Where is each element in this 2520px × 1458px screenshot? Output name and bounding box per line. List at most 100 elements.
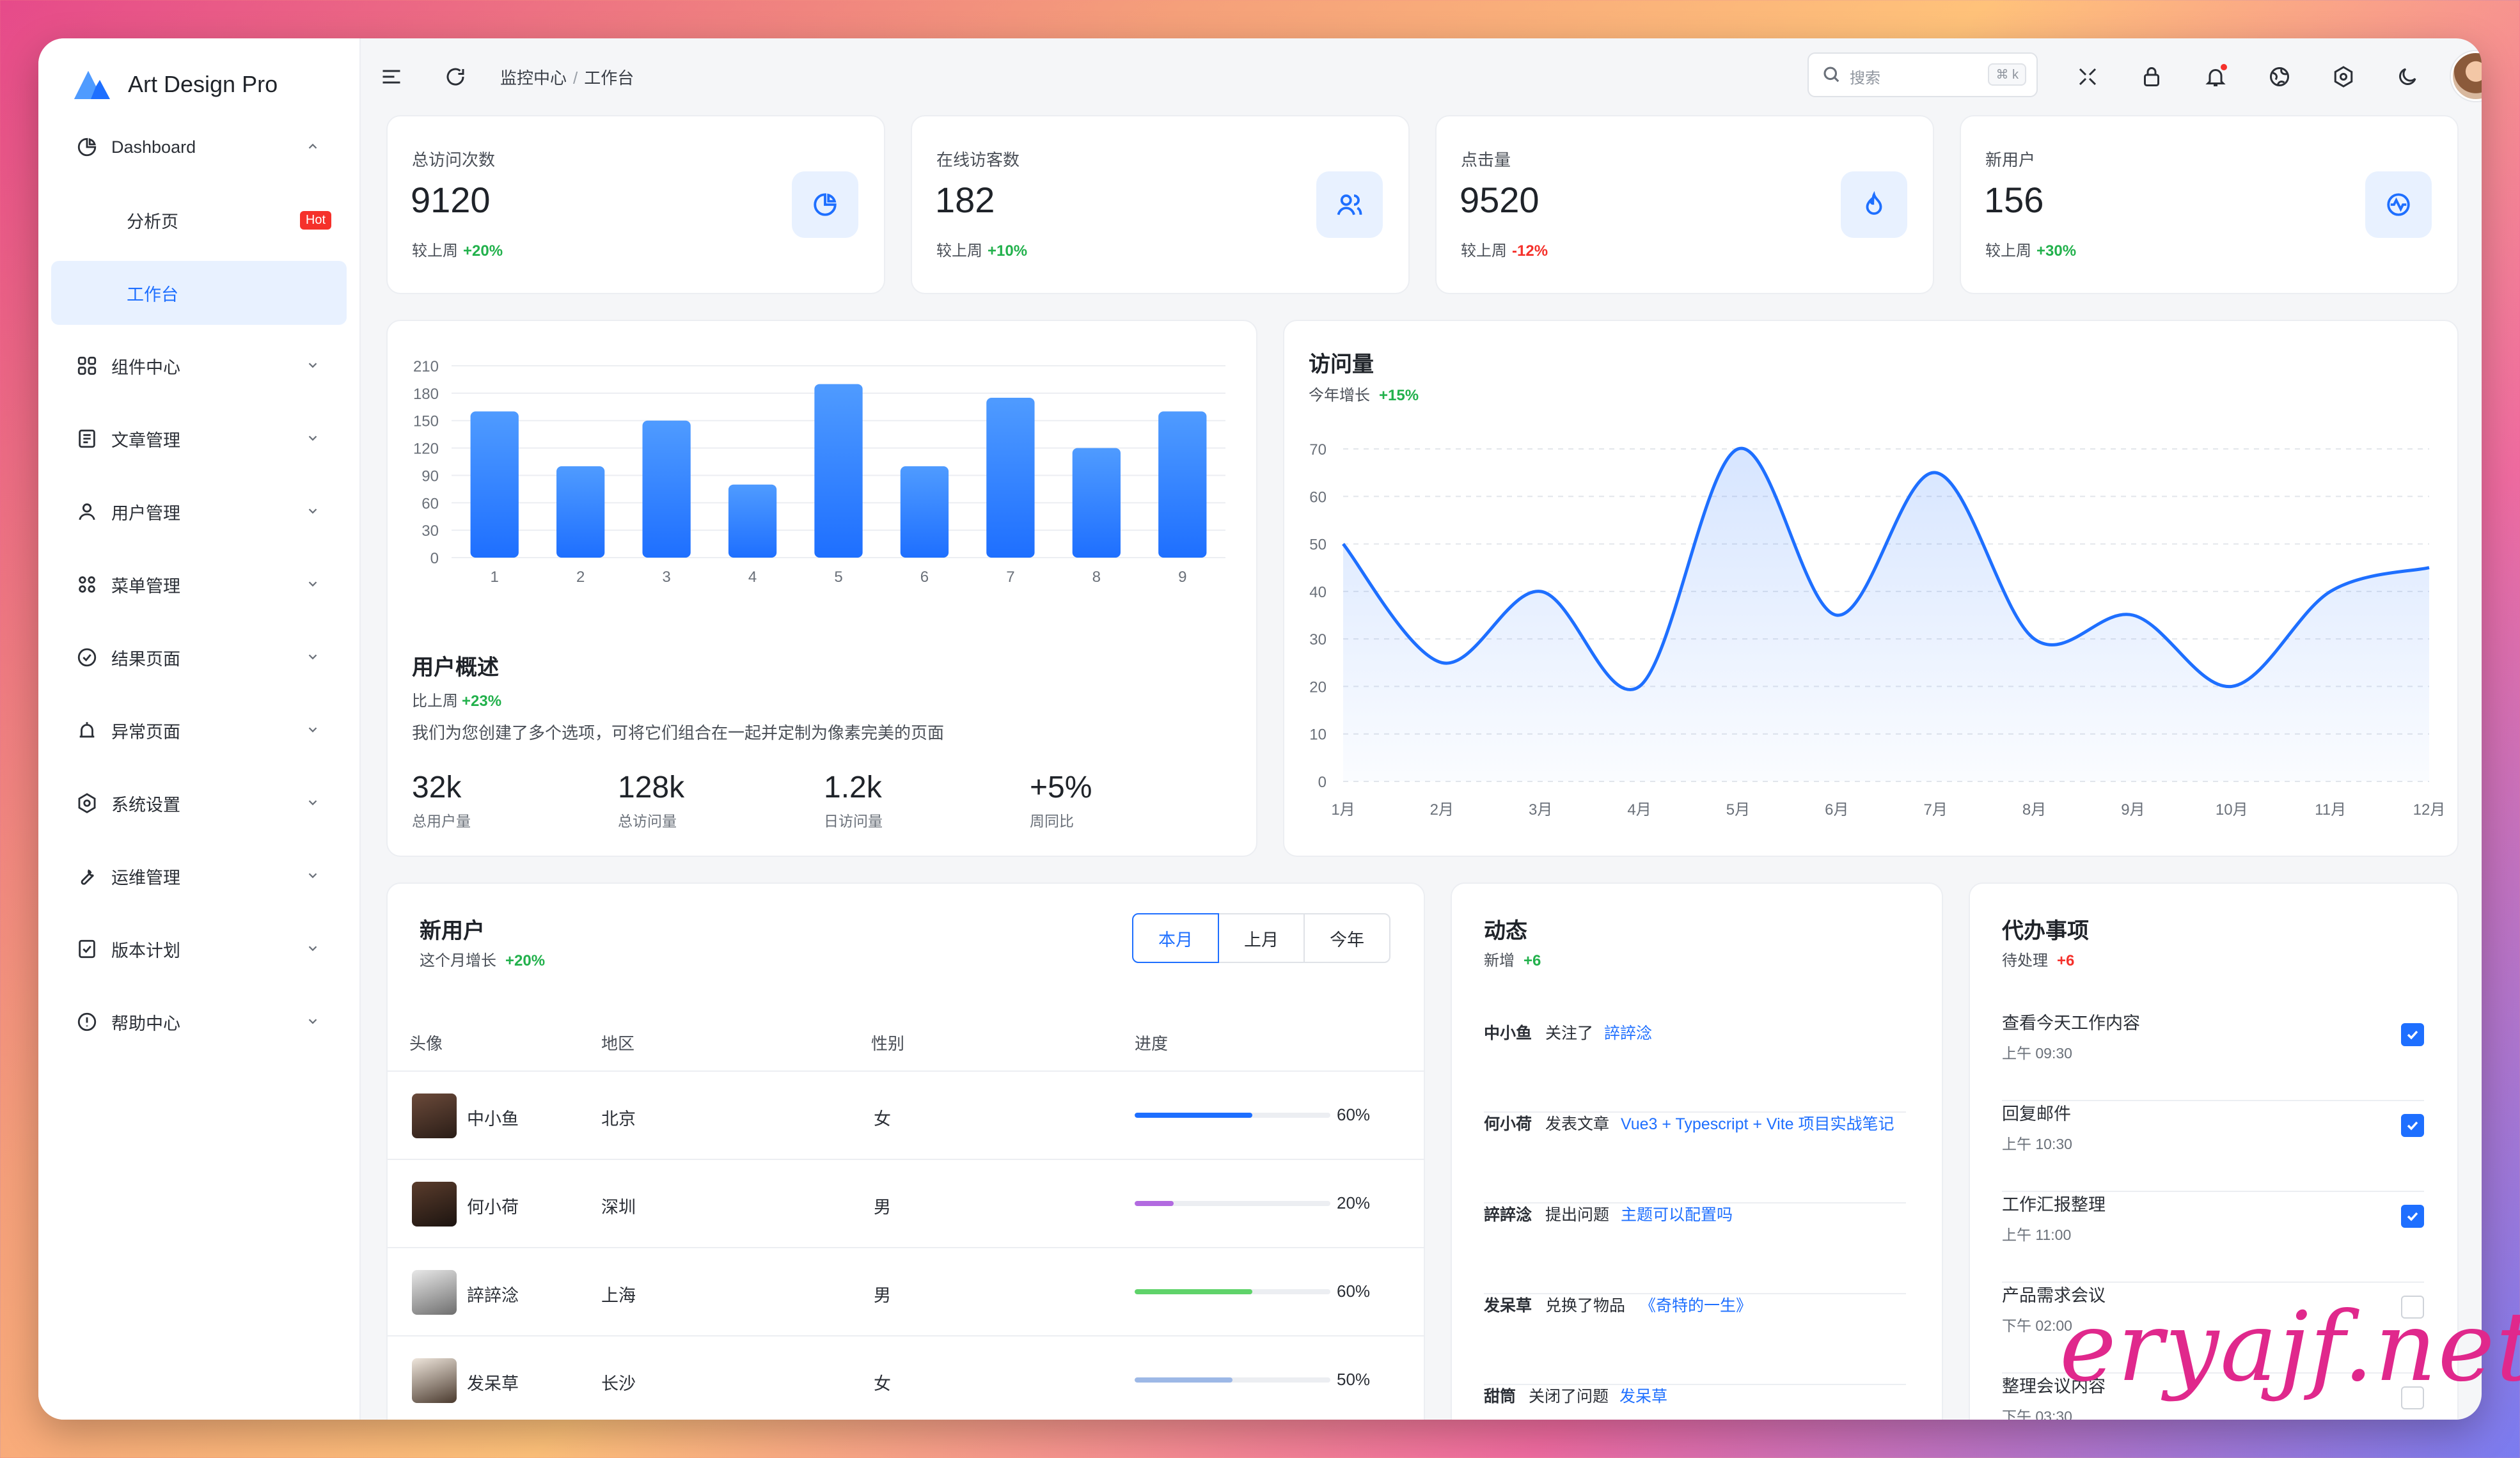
user-region: 北京 (601, 1109, 636, 1129)
visits-card: 访问量 今年增长 +15% 0 10 20 30 40 50 60 70 1月 2月 3月 4月 5月 6月… (1283, 320, 2459, 857)
x-tick-label: 11月 (2315, 801, 2346, 819)
table-row[interactable]: 中小鱼 北京 女 60% (388, 1070, 1424, 1160)
user-name: 中小鱼 (467, 1109, 519, 1129)
breadcrumb-item[interactable]: 监控中心 (500, 68, 567, 88)
user-sex: 女 (874, 1374, 891, 1393)
checkbox[interactable] (2401, 1023, 2424, 1046)
todo-item-title: 回复邮件 (2002, 1104, 2071, 1124)
activity-card: 动态 新增 +6 中小鱼 关注了 誶誶淰 何小荷 发表文章 Vue3 + Typescri… (1451, 882, 1943, 1420)
table-row[interactable]: 发呆草 长沙 女 50% (388, 1335, 1424, 1420)
chevron-up-icon (308, 143, 317, 149)
sidebar-item-help[interactable]: 帮助中心 (51, 990, 347, 1054)
sidebar-item-exceptions[interactable]: 异常页面 (51, 698, 347, 762)
x-tick-label: 8 (1092, 568, 1101, 586)
activity-icon (2365, 171, 2432, 238)
sidebar-item-ops[interactable]: 运维管理 (51, 844, 347, 908)
dark-mode-icon[interactable] (2395, 64, 2420, 90)
pie-chart-icon (792, 171, 858, 238)
lock-icon[interactable] (2139, 64, 2164, 90)
y-tick-label: 210 (413, 358, 439, 375)
checkbox[interactable] (2401, 1205, 2424, 1228)
activity-item[interactable]: 发呆草 兑换了物品 《奇特的一生》 (1484, 1293, 1906, 1385)
new-users-delta: +20% (505, 952, 546, 969)
activity-item[interactable]: 中小鱼 关注了 誶誶淰 (1484, 1021, 1906, 1113)
column-header: 地区 (601, 1034, 635, 1053)
sidebar-item-dashboard[interactable]: Dashboard (51, 115, 347, 179)
todo-item: 整理会议内容 下午 03:30 (2002, 1372, 2424, 1420)
overview-description: 我们为您创建了多个选项，可将它们组合在一起并定制为像素完美的页面 (412, 723, 945, 742)
x-tick-label: 3月 (1529, 801, 1552, 819)
bell-icon[interactable] (2203, 64, 2228, 90)
x-tick-label: 12月 (2413, 801, 2446, 819)
y-tick-label: 40 (1309, 584, 1327, 601)
table-row[interactable]: 誶誶淰 上海 男 60% (388, 1247, 1424, 1336)
metric-daily-visits: 1.2k 日访问量 (824, 771, 883, 829)
x-tick-label: 9 (1178, 568, 1186, 586)
search-icon (1823, 67, 1839, 82)
progress-fill (1135, 1289, 1252, 1294)
checkmark-icon (2407, 1121, 2418, 1131)
stat-compare: 较上周 +30% (1985, 242, 2077, 260)
table-row[interactable]: 何小荷 深圳 男 20% (388, 1159, 1424, 1248)
checkbox[interactable] (2401, 1296, 2424, 1319)
fullscreen-icon[interactable] (2075, 64, 2100, 90)
y-tick-label: 20 (1309, 678, 1327, 696)
activity-item[interactable]: 甜筒 关闭了问题 发呆草 (1484, 1388, 1668, 1406)
alarm-icon (75, 719, 98, 742)
overview-title: 用户概述 (412, 655, 499, 680)
activity-compare: 新增 +6 (1484, 952, 1541, 969)
language-icon[interactable] (2267, 64, 2292, 90)
stat-delta: +10% (988, 242, 1028, 260)
stat-compare: 较上周 +20% (412, 242, 503, 260)
users-icon (1316, 171, 1383, 238)
settings-icon[interactable] (2331, 64, 2356, 90)
bar (470, 411, 519, 558)
todo-item-time: 下午 02:00 (2002, 1317, 2072, 1334)
activity-item[interactable]: 何小荷 发表文章 Vue3 + Typescript + Vite 项目实战笔记 (1484, 1111, 1906, 1203)
chevron-down-icon (308, 946, 317, 952)
sidebar-item-label: Dashboard (111, 137, 196, 157)
search-input[interactable]: 搜索 ⌘ k (1807, 52, 2038, 97)
chevron-down-icon (308, 435, 317, 441)
checkmark-icon (2407, 1212, 2418, 1221)
sidebar-item-articles[interactable]: 文章管理 (51, 407, 347, 471)
todo-item-time: 上午 09:30 (2002, 1045, 2072, 1062)
tab-last-month[interactable]: 上月 (1218, 913, 1305, 963)
tab-this-month[interactable]: 本月 (1132, 913, 1219, 963)
sidebar-item-results[interactable]: 结果页面 (51, 625, 347, 689)
sidebar-item-components[interactable]: 组件中心 (51, 334, 347, 398)
refresh-icon[interactable] (443, 64, 468, 90)
avatar (412, 1358, 457, 1403)
help-icon (75, 1010, 98, 1033)
app-name: Art Design Pro (128, 71, 278, 97)
stat-value: 182 (935, 180, 995, 220)
progress-bar (1135, 1113, 1330, 1118)
stat-label: 点击量 (1461, 150, 1511, 169)
sidebar-item-analysis[interactable]: 分析页 Hot (51, 188, 347, 252)
checkbox[interactable] (2401, 1386, 2424, 1409)
collapse-menu-icon[interactable] (379, 64, 404, 90)
user-avatar[interactable] (2451, 51, 2482, 101)
stat-label: 在线访客数 (936, 150, 1020, 169)
logo[interactable]: Art Design Pro (72, 59, 278, 110)
stat-card: 总访问次数 9120 较上周 +20% (386, 115, 885, 294)
sidebar-item-workbench[interactable]: 工作台 (51, 261, 347, 325)
x-tick-label: 5月 (1726, 801, 1750, 819)
y-tick-label: 30 (1309, 631, 1327, 648)
checkbox[interactable] (2401, 1114, 2424, 1137)
sidebar-item-versions[interactable]: 版本计划 (51, 917, 347, 981)
bar (728, 484, 777, 558)
dashboard-icon (75, 136, 98, 159)
chevron-down-icon (308, 654, 317, 660)
tab-this-year[interactable]: 今年 (1303, 913, 1390, 963)
sidebar-item-users[interactable]: 用户管理 (51, 480, 347, 544)
user-name: 何小荷 (467, 1198, 519, 1217)
activity-item[interactable]: 誶誶淰 提出问题 主题可以配置吗 (1484, 1202, 1906, 1294)
sidebar-item-menus[interactable]: 菜单管理 (51, 553, 347, 616)
stat-label: 新用户 (1985, 150, 2036, 169)
bar (900, 466, 949, 558)
user-icon (75, 500, 98, 523)
sidebar-item-settings[interactable]: 系统设置 (51, 771, 347, 835)
todo-title: 代办事项 (2002, 919, 2089, 943)
user-name: 誶誶淰 (467, 1286, 519, 1305)
